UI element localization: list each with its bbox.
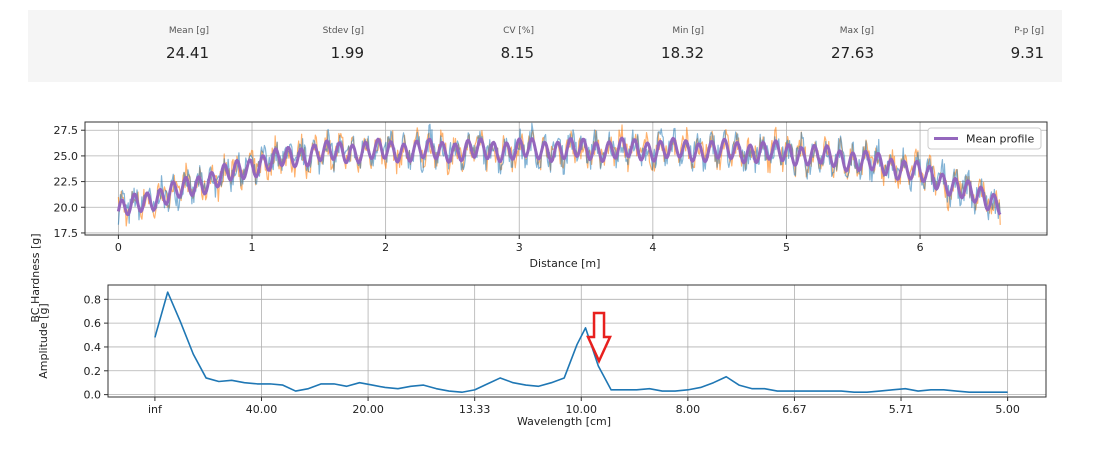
spectrum-x-tick-label: 6.67: [782, 403, 807, 416]
hardness-y-tick-label: 17.5: [54, 227, 79, 240]
spectrum-x-tick-label: 20.00: [352, 403, 384, 416]
hardness-y-ticks: 17.5 20.0 22.5 25.0 27.5: [54, 124, 85, 240]
spectrum-series-group: [154, 291, 1008, 394]
hardness-y-tick-label: 22.5: [54, 176, 79, 189]
hardness-x-tick-label: 0: [115, 241, 122, 254]
spectrum-x-tick-label: 40.00: [246, 403, 278, 416]
spectrum-y-tick-label: 0.0: [84, 389, 102, 402]
stat-pp-value: 9.31: [1010, 44, 1044, 62]
stat-stdev-value: 1.99: [330, 44, 364, 62]
legend-box: [927, 127, 1042, 150]
stat-stdev-label: Stdev [g]: [322, 26, 364, 36]
spectrum-x-tick-label: 5.71: [889, 403, 914, 416]
hardness-x-tick-label: 4: [649, 241, 656, 254]
spectrum-y-tick-label: 0.6: [84, 317, 102, 330]
legend: Mean profile: [927, 127, 1042, 150]
down-arrow-icon: [586, 311, 612, 365]
spectrum-y-tick-label: 0.4: [84, 341, 102, 354]
hardness-run-line-blue: [117, 122, 1001, 225]
hardness-x-tick-label: 6: [917, 241, 924, 254]
figure-area: 0 1 2 3 4 5 6 17.5 20.0 22.5 25.0 27.5 Distance [m…: [0, 100, 1062, 438]
summary-stats-bar: Mean [g] 24.41 Stdev [g] 1.99 CV [%] 8.1…: [28, 10, 1062, 82]
stat-cv-value: 8.15: [500, 44, 534, 62]
stat-max-value: 27.63: [831, 44, 874, 62]
hardness-x-axis-label: Distance [m]: [530, 257, 601, 270]
hardness-y-tick-label: 25.0: [54, 150, 79, 163]
hardness-y-tick-label: 27.5: [54, 124, 79, 137]
hardness-y-tick-label: 20.0: [54, 201, 79, 214]
stat-min-label: Min [g]: [672, 26, 704, 36]
mean-profile-line: [116, 136, 1002, 217]
spectrum-x-tick-label: 13.33: [459, 403, 491, 416]
stat-mean-label: Mean [g]: [168, 26, 209, 36]
spectrum-x-tick-label: 10.00: [566, 403, 598, 416]
hardness-x-tick-label: 1: [249, 241, 256, 254]
spectrum-x-tick-label: 5.00: [995, 403, 1020, 416]
spectrum-y-ticks: 0.0 0.2 0.4 0.6 0.8: [84, 293, 108, 402]
spectrum-x-axis-label: Wavelength [cm]: [517, 415, 611, 428]
spectrum-x-ticks: inf 40.00 20.00 13.33 10.00 8.00 6.67 5.71 5.00: [148, 397, 1020, 416]
spectrum-x-tick-label: inf: [148, 403, 163, 416]
hardness-x-tick-label: 5: [783, 241, 790, 254]
spectrum-x-tick-label: 8.00: [676, 403, 701, 416]
hardness-y-axis-label: BC Hardness [g]: [29, 233, 42, 322]
hardness-plot-frame: [84, 121, 1048, 236]
stat-cv-label: CV [%]: [503, 26, 534, 36]
stat-max-label: Max [g]: [839, 26, 874, 36]
spectrum-y-axis-label: Amplitude [g]: [37, 303, 50, 378]
hardness-x-ticks: 0 1 2 3 4 5 6: [115, 235, 924, 254]
stat-min-value: 18.32: [661, 44, 704, 62]
spectrum-grid: [108, 285, 1046, 397]
spectrum-y-tick-label: 0.8: [84, 293, 102, 306]
stat-mean-value: 24.41: [166, 44, 209, 62]
spectrum-y-tick-label: 0.2: [84, 365, 102, 378]
hardness-profile-chart: 0 1 2 3 4 5 6 17.5 20.0 22.5 25.0 27.5 Distance [m…: [29, 121, 1048, 323]
stat-pp-label: P-p [g]: [1014, 26, 1044, 36]
hardness-x-tick-label: 2: [382, 241, 389, 254]
hardness-run-line-orange: [117, 124, 1001, 227]
amplitude-spectrum-chart: inf 40.00 20.00 13.33 10.00 8.00 6.67 5.71 5.00 …: [37, 284, 1047, 428]
legend-label-mean-profile: Mean profile: [966, 133, 1034, 146]
spectrum-plot-frame: [107, 284, 1047, 398]
spectrum-plot-background: [108, 285, 1046, 397]
hardness-grid: [85, 122, 1047, 235]
amplitude-spectrum-line: [154, 291, 1008, 394]
figure-canvas: 0 1 2 3 4 5 6 17.5 20.0 22.5 25.0 27.5 Distance [m…: [29, 121, 1048, 428]
hardness-series-group: [116, 122, 1002, 227]
hardness-x-tick-label: 3: [516, 241, 523, 254]
